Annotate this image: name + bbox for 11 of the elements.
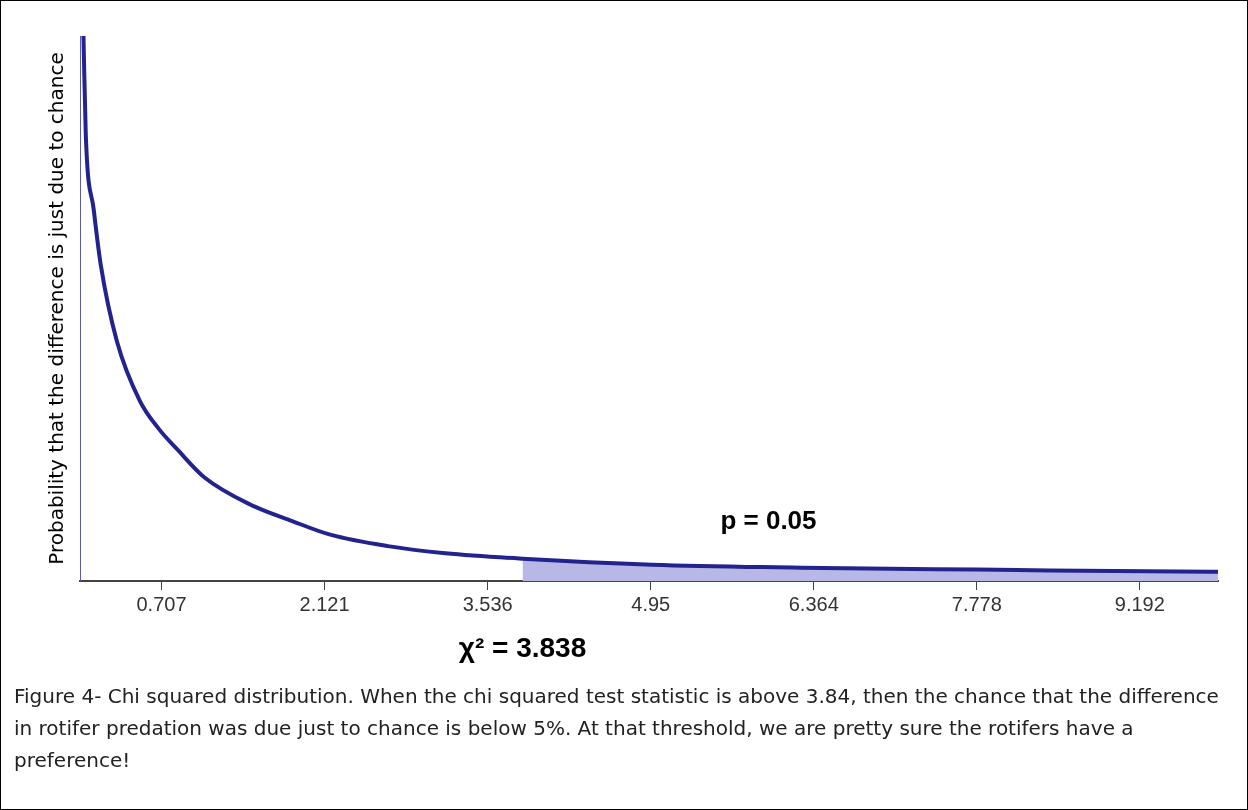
text: χ² = 3.838 [458, 631, 587, 663]
y-axis-title: Probability that the difference is just due to chance [44, 52, 69, 565]
x-tick-label: 6.364 [788, 592, 839, 615]
annotation: p = 0.05 [720, 505, 817, 536]
x-tick-label: 3.536 [462, 592, 513, 615]
caption: Figure 4- Chi squared distribution. When the chi squared test statistic is above 3.84, then the chance that the difference in rotifer predation was due just to chance is below 5%. At that threshold, we are pretty sure the rotifers have a preference! [14, 683, 1220, 774]
x-tick-label: 9.192 [1114, 592, 1165, 615]
x-tick-label: 0.707 [136, 592, 187, 615]
x-tick-label: 7.778 [951, 592, 1002, 615]
x-tick-label: 4.95 [631, 592, 671, 615]
x-tick-label: 2.121 [299, 592, 350, 615]
